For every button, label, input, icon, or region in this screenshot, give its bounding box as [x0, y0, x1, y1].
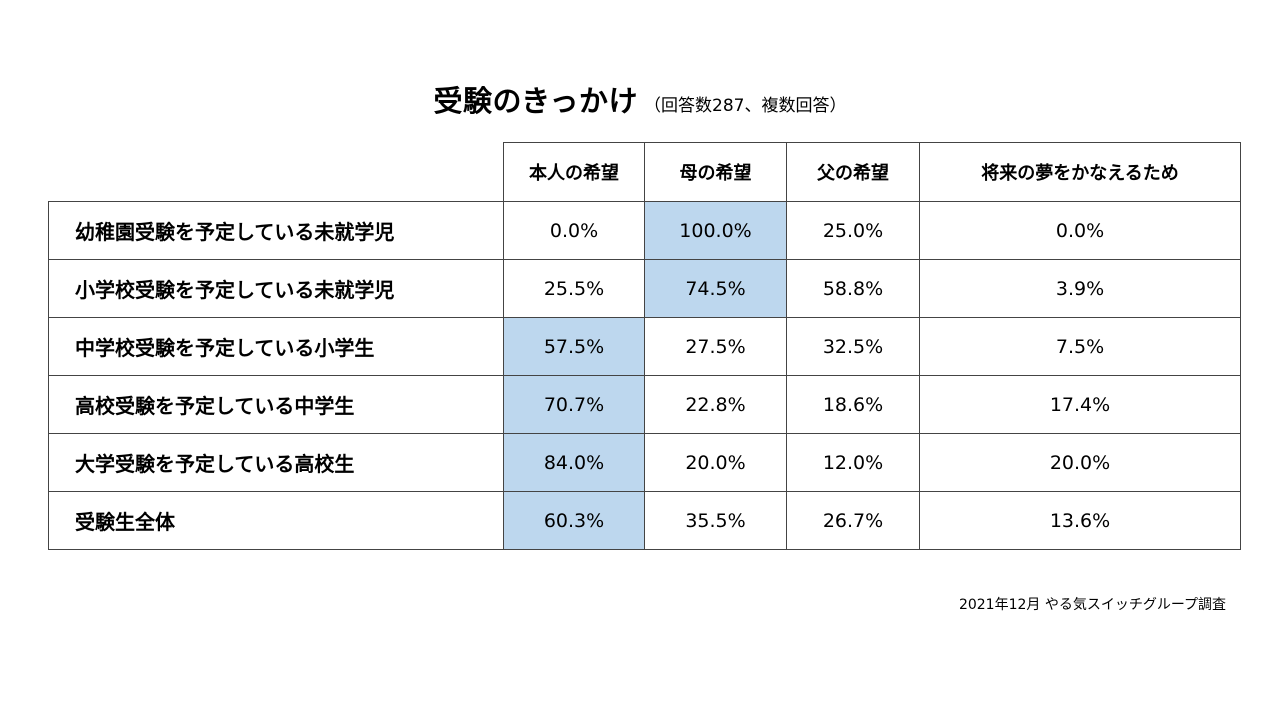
data-cell: 100.0% [644, 201, 787, 260]
column-header: 本人の希望 [503, 142, 645, 202]
data-cell: 27.5% [644, 317, 787, 376]
table-row: 高校受験を予定している中学生 70.7% 22.8% 18.6% 17.4% [48, 375, 1241, 434]
header-row: 本人の希望 母の希望 父の希望 将来の夢をかなえるため [48, 142, 1241, 202]
data-cell: 25.0% [786, 201, 920, 260]
column-header: 母の希望 [644, 142, 787, 202]
data-cell: 57.5% [503, 317, 645, 376]
data-cell: 13.6% [919, 491, 1241, 550]
data-cell: 0.0% [919, 201, 1241, 260]
row-label: 幼稚園受験を予定している未就学児 [48, 201, 504, 260]
data-cell: 18.6% [786, 375, 920, 434]
data-table: 本人の希望 母の希望 父の希望 将来の夢をかなえるため 幼稚園受験を予定している… [48, 142, 1241, 550]
data-cell: 17.4% [919, 375, 1241, 434]
column-header: 父の希望 [786, 142, 920, 202]
chart-title-block: 受験のきっかけ （回答数287、複数回答） [0, 78, 1280, 120]
row-label: 大学受験を予定している高校生 [48, 433, 504, 492]
data-cell: 58.8% [786, 259, 920, 318]
data-cell: 20.0% [919, 433, 1241, 492]
data-cell: 0.0% [503, 201, 645, 260]
row-label: 小学校受験を予定している未就学児 [48, 259, 504, 318]
data-cell: 70.7% [503, 375, 645, 434]
chart-subtitle: （回答数287、複数回答） [644, 96, 847, 116]
data-cell: 35.5% [644, 491, 787, 550]
data-cell: 60.3% [503, 491, 645, 550]
data-cell: 26.7% [786, 491, 920, 550]
data-cell: 25.5% [503, 259, 645, 318]
data-cell: 84.0% [503, 433, 645, 492]
data-cell: 74.5% [644, 259, 787, 318]
table-row: 中学校受験を予定している小学生 57.5% 27.5% 32.5% 7.5% [48, 317, 1241, 376]
table-row: 幼稚園受験を予定している未就学児 0.0% 100.0% 25.0% 0.0% [48, 201, 1241, 260]
data-cell: 22.8% [644, 375, 787, 434]
corner-cell [48, 142, 504, 202]
source-note: 2021年12月 やる気スイッチグループ調査 [958, 597, 1226, 613]
data-cell: 3.9% [919, 259, 1241, 318]
chart-title: 受験のきっかけ [433, 84, 639, 118]
data-cell: 7.5% [919, 317, 1241, 376]
row-label: 受験生全体 [48, 491, 504, 550]
data-cell: 12.0% [786, 433, 920, 492]
data-cell: 20.0% [644, 433, 787, 492]
table-row: 大学受験を予定している高校生 84.0% 20.0% 12.0% 20.0% [48, 433, 1241, 492]
row-label: 高校受験を予定している中学生 [48, 375, 504, 434]
row-label: 中学校受験を予定している小学生 [48, 317, 504, 376]
column-header: 将来の夢をかなえるため [919, 142, 1241, 202]
table-row: 受験生全体 60.3% 35.5% 26.7% 13.6% [48, 491, 1241, 550]
table-row: 小学校受験を予定している未就学児 25.5% 74.5% 58.8% 3.9% [48, 259, 1241, 318]
data-cell: 32.5% [786, 317, 920, 376]
